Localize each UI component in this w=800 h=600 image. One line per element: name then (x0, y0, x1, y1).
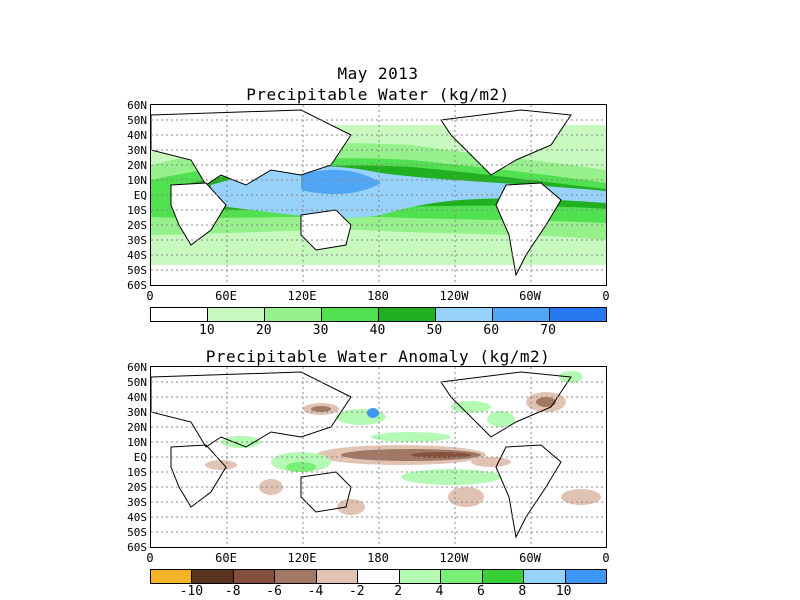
colorbar-anomaly (150, 569, 607, 584)
colorbar-swatch (436, 308, 493, 321)
latitude-label: 30N (127, 144, 147, 157)
longitude-label: 120E (287, 551, 317, 565)
longitude-label: 60W (519, 551, 541, 565)
latitude-label: 50S (127, 526, 147, 539)
latitude-label: 30S (127, 234, 147, 247)
latitude-label: EQ (133, 189, 147, 202)
colorbar-label: 40 (369, 323, 386, 338)
colorbar-label: 2 (394, 584, 403, 599)
latitude-label: 30N (127, 406, 147, 419)
colorbar-label: 10 (199, 323, 215, 338)
colorbar-label: 70 (540, 323, 556, 338)
colorbar-swatch (151, 308, 208, 321)
latitude-label: 40N (127, 391, 147, 404)
colorbar-label: 60 (483, 323, 500, 338)
colorbar-label: 50 (426, 323, 443, 338)
latitude-label: 20N (127, 421, 147, 434)
colorbar-label: -4 (307, 584, 324, 599)
colorbar-swatch (379, 308, 436, 321)
colorbar-label: 20 (255, 323, 272, 338)
latitude-label: 30S (127, 496, 147, 509)
latitude-label: 60S (127, 279, 147, 292)
latitude-label: 20S (127, 219, 147, 232)
map1-title: Precipitable Water (kg/m2) (246, 85, 510, 104)
colorbar-swatch (275, 570, 317, 583)
latitude-label: 60N (127, 99, 147, 112)
colorbar-precipitable-water (150, 307, 607, 322)
colorbar-label: -10 (179, 584, 204, 599)
longitude-label: 180 (367, 289, 389, 303)
longitude-label: 120E (287, 289, 317, 303)
colorbar-swatch (565, 570, 606, 583)
longitude-label: 60W (519, 289, 541, 303)
colorbar-swatch (358, 570, 400, 583)
latitude-label: 50N (127, 114, 147, 127)
longitude-label: 60E (215, 551, 237, 565)
colorbar-label: -8 (224, 584, 241, 599)
latitude-label: EQ (133, 451, 147, 464)
map2-title: Precipitable Water Anomaly (kg/m2) (205, 347, 551, 366)
latitude-label: 10S (127, 466, 147, 479)
colorbar-swatch (482, 570, 525, 583)
latitude-label: 10N (127, 436, 147, 449)
latitude-label: 20N (127, 159, 147, 172)
colorbar-swatch (151, 570, 193, 583)
longitude-label: 120W (439, 551, 469, 565)
colorbar-swatch (316, 570, 359, 583)
longitude-label: 0 (602, 289, 610, 303)
colorbar-label: 10 (555, 584, 572, 599)
colorbar-label: 6 (476, 584, 485, 599)
colorbar-label: 8 (518, 584, 527, 599)
colorbar-swatch (550, 308, 606, 321)
latitude-label: 60N (127, 361, 147, 374)
latitude-label: 40N (127, 129, 147, 142)
precipitable-water-anomaly-map (150, 366, 607, 548)
colorbar-swatch (265, 308, 322, 321)
latitude-label: 50N (127, 376, 147, 389)
colorbar-label: 4 (435, 584, 444, 599)
colorbar-swatch (322, 308, 379, 321)
colorbar-swatch (441, 570, 483, 583)
longitude-label: 0 (146, 289, 154, 303)
colorbar-label: -6 (266, 584, 282, 599)
latitude-label: 40S (127, 511, 147, 524)
longitude-label: 120W (439, 289, 469, 303)
longitude-label: 0 (146, 551, 154, 565)
colorbar-label: 30 (312, 323, 329, 338)
latitude-label: 10S (127, 204, 147, 217)
map-date-title: May 2013 (337, 64, 419, 83)
precipitable-water-map (150, 104, 607, 286)
colorbar-swatch (493, 308, 550, 321)
latitude-label: 50S (127, 264, 147, 277)
colorbar-swatch (524, 570, 566, 583)
latitude-label: 20S (127, 481, 147, 494)
longitude-label: 180 (367, 551, 389, 565)
longitude-label: 0 (602, 551, 610, 565)
colorbar-label: -2 (348, 584, 365, 599)
latitude-label: 10N (127, 174, 147, 187)
colorbar-swatch (233, 570, 276, 583)
colorbar-swatch (192, 570, 234, 583)
colorbar-swatch (399, 570, 442, 583)
latitude-label: 40S (127, 249, 147, 262)
latitude-label: 60S (127, 541, 147, 554)
longitude-label: 60E (215, 289, 237, 303)
colorbar-swatch (208, 308, 265, 321)
